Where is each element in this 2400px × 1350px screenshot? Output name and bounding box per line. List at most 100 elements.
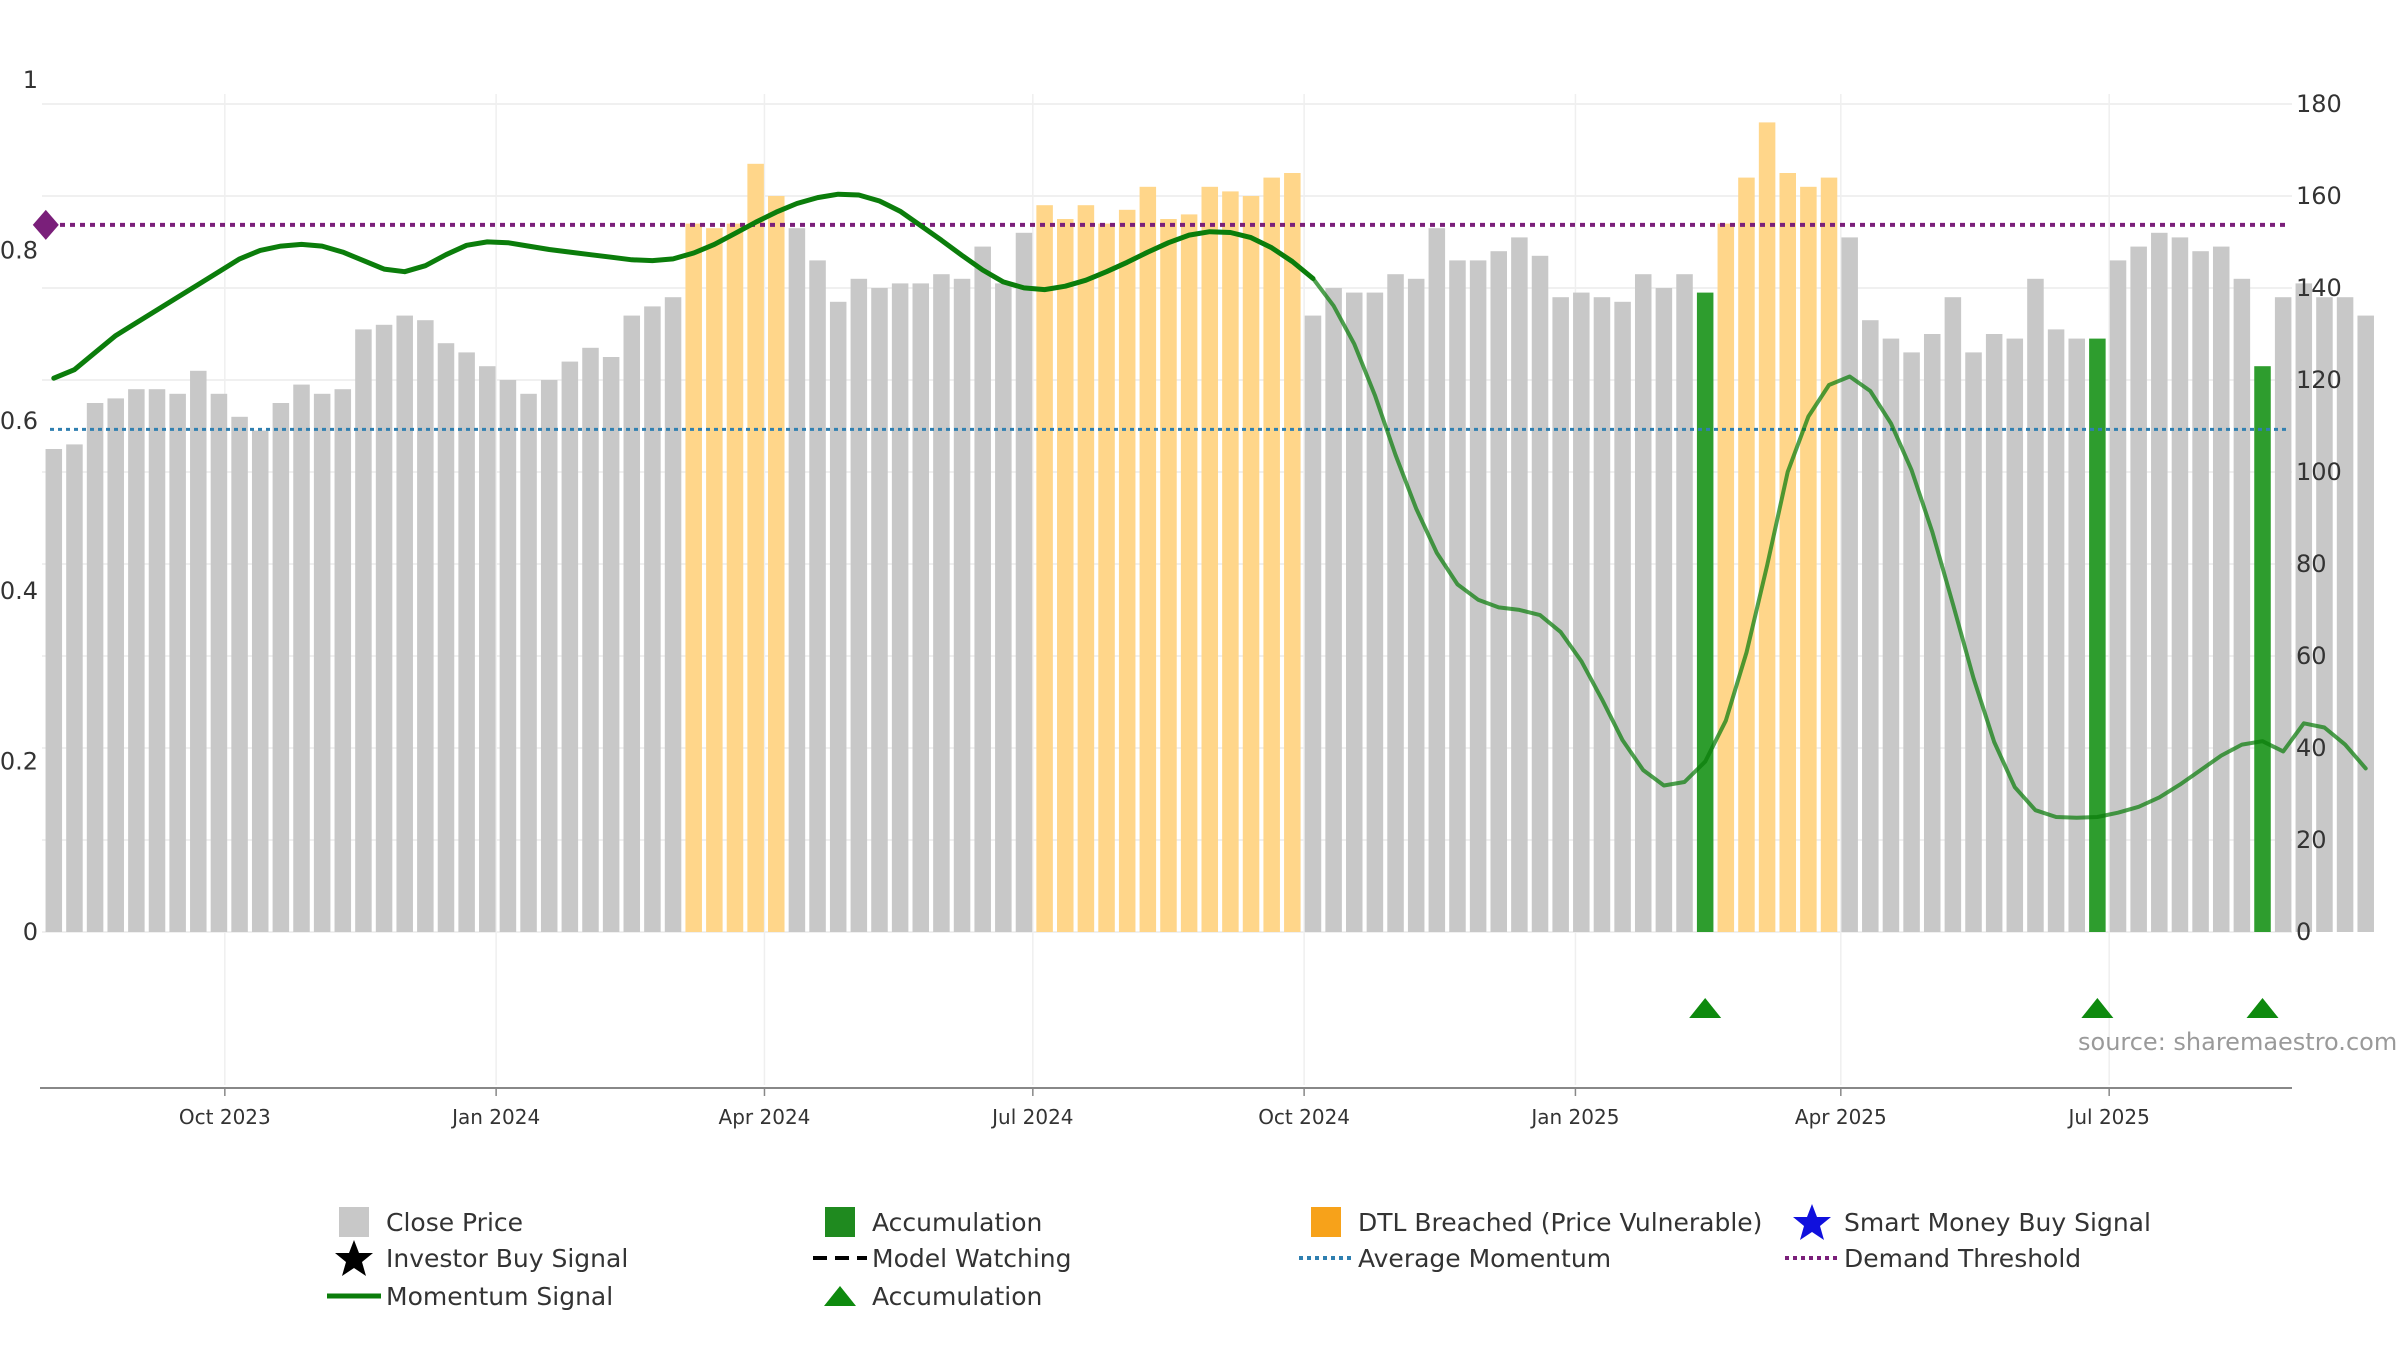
bar-normal <box>891 283 909 932</box>
bar-normal <box>644 306 661 932</box>
bar-normal <box>912 283 930 932</box>
bar-dtl <box>1139 186 1157 933</box>
left-tick-label: 0.4 <box>0 577 38 605</box>
bar-normal <box>850 278 868 932</box>
bar-normal <box>86 403 104 932</box>
green-line-icon <box>322 1278 386 1314</box>
bar-dtl <box>1800 186 1817 933</box>
bar-normal <box>437 343 455 932</box>
legend-label: Momentum Signal <box>386 1281 614 1311</box>
bar-normal <box>1552 297 1569 932</box>
right-axis-ticks: 0 20 40 60 80 100 120 140 160 180 <box>2296 90 2342 946</box>
blue-dotted-line-icon <box>1294 1240 1358 1276</box>
right-tick-label: 60 <box>2296 642 2327 670</box>
bar-normal <box>1985 334 2003 932</box>
bar-dtl <box>747 163 764 933</box>
bar-normal <box>1407 278 1425 932</box>
bar-normal <box>2006 338 2024 933</box>
x-axis: Oct 2023 Jan 2024 Apr 2024 Jul 2024 Oct 2024… <box>40 1087 2292 1129</box>
bar-normal <box>190 370 207 932</box>
bar-normal <box>458 352 475 932</box>
green-triangle-icon <box>808 1278 872 1314</box>
bar-normal <box>396 315 413 933</box>
bar-normal <box>602 357 620 932</box>
bar-normal <box>829 301 847 932</box>
bar-normal <box>664 297 682 932</box>
bar-normal <box>582 347 599 932</box>
bar-normal <box>1593 297 1611 932</box>
right-tick-label: 160 <box>2296 182 2342 210</box>
right-tick-label: 100 <box>2296 458 2342 486</box>
chart-svg: 00.20.40.60.81 020406080100120140160180 … <box>0 66 2397 1129</box>
legend-label: Smart Money Buy Signal <box>1844 1207 2151 1237</box>
right-tick-label: 40 <box>2296 734 2327 762</box>
bar-normal <box>623 315 641 933</box>
bar-normal <box>293 384 310 933</box>
bar-normal <box>1634 274 1652 932</box>
right-tick-label: 80 <box>2296 550 2327 578</box>
bar-normal <box>1882 338 1900 933</box>
legend-label: Demand Threshold <box>1844 1243 2082 1273</box>
bar-dtl <box>1180 214 1198 932</box>
legend-item: Average Momentum <box>1294 1240 1611 1276</box>
right-tick-label: 0 <box>2296 918 2311 946</box>
bar-normal <box>1614 301 1631 932</box>
right-tick-label: 140 <box>2296 274 2342 302</box>
accumulation-markers <box>1689 998 2279 1018</box>
bar-normal <box>561 361 579 933</box>
bar-normal <box>251 430 269 932</box>
demand-threshold-marker <box>32 209 59 240</box>
x-tick-label: Jan 2025 <box>1529 1105 1619 1129</box>
bar-normal <box>1015 232 1033 933</box>
bar-dtl <box>1160 219 1177 932</box>
bar-normal <box>1903 352 1920 932</box>
bar-dtl <box>768 196 785 932</box>
legend-label: DTL Breached (Price Vulnerable) <box>1358 1207 1763 1237</box>
legend-item: Model Watching <box>808 1240 1072 1276</box>
bar-normal <box>1490 251 1508 932</box>
bar-normal <box>933 274 950 932</box>
right-tick-label: 180 <box>2296 90 2342 118</box>
close-price-bars <box>45 122 2374 933</box>
black-star-icon <box>322 1240 386 1276</box>
bar-normal <box>1428 228 1446 932</box>
bar-dtl <box>1036 205 1053 932</box>
bar-dtl <box>1098 223 1115 933</box>
reference-lines <box>32 209 2286 431</box>
x-tick-label: Jul 2025 <box>2066 1105 2149 1129</box>
bar-normal <box>479 366 496 932</box>
bar-normal <box>1676 274 1693 932</box>
black-dashed-line-icon <box>808 1240 872 1276</box>
bar-normal <box>313 393 331 932</box>
bar-dtl <box>1242 196 1260 932</box>
bar-normal <box>1449 260 1466 932</box>
bar-normal <box>1325 288 1342 932</box>
gray-square-icon <box>322 1204 386 1240</box>
bar-normal <box>355 329 372 932</box>
bar-normal <box>974 246 991 933</box>
bar-normal <box>871 288 888 932</box>
bar-normal <box>2027 278 2044 932</box>
left-tick-label: 0.6 <box>0 407 38 435</box>
bar-normal <box>1366 292 1384 933</box>
x-tick-label: Jan 2024 <box>450 1105 540 1129</box>
legend-item: Demand Threshold <box>1780 1240 2081 1276</box>
green-square-icon <box>808 1204 872 1240</box>
purple-dotted-line-icon <box>1780 1240 1844 1276</box>
bar-normal <box>231 416 248 932</box>
bar-dtl <box>1820 177 1838 933</box>
bar-dtl <box>1758 122 1776 932</box>
bar-normal <box>788 228 806 932</box>
bar-normal <box>953 278 971 932</box>
accumulation-triangle-icon <box>2081 998 2114 1018</box>
bar-dtl <box>1779 173 1796 932</box>
bar-dtl <box>685 223 702 933</box>
bar-normal <box>2233 278 2251 932</box>
legend-item: Accumulation <box>808 1204 1042 1240</box>
bar-normal <box>2109 260 2127 932</box>
bar-normal <box>2192 251 2209 932</box>
bar-accumulation <box>1696 292 1714 933</box>
bar-normal <box>107 398 124 932</box>
x-tick-label: Oct 2023 <box>179 1105 271 1129</box>
legend-label: Close Price <box>386 1207 524 1237</box>
